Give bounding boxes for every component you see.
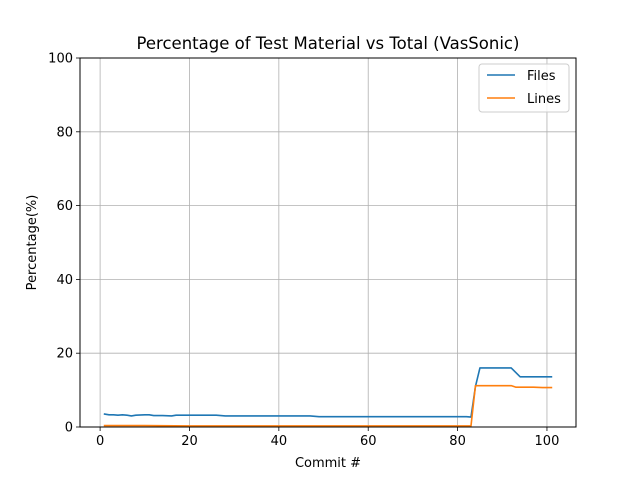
chart-title: Percentage of Test Material vs Total (Va… — [137, 34, 520, 53]
x-tick-label: 0 — [96, 434, 104, 449]
x-tick-label: 80 — [449, 434, 466, 449]
y-tick-label: 100 — [48, 52, 73, 67]
x-tick-label: 100 — [535, 434, 560, 449]
y-tick-label: 0 — [65, 421, 73, 436]
x-axis: 0 20 40 60 80 100 — [96, 427, 559, 449]
series-line-files — [103, 367, 553, 418]
y-axis: 0 20 40 60 80 100 — [48, 52, 80, 436]
y-axis-label: Percentage(%) — [25, 195, 40, 291]
legend-label-files: Files — [527, 69, 556, 84]
x-axis-label: Commit # — [295, 456, 361, 471]
y-tick-label: 80 — [56, 125, 73, 140]
x-tick-label: 60 — [360, 434, 377, 449]
x-tick-label: 20 — [181, 434, 198, 449]
x-tick-label: 40 — [271, 434, 288, 449]
legend-frame — [478, 63, 570, 113]
y-tick-label: 40 — [56, 273, 73, 288]
grid — [80, 57, 576, 428]
plot-area — [103, 367, 553, 427]
y-tick-label: 60 — [56, 199, 73, 214]
legend-label-lines: Lines — [527, 92, 561, 107]
legend: Files Lines — [478, 63, 570, 113]
axes-frame — [79, 57, 577, 428]
y-tick-label: 20 — [56, 347, 73, 362]
series-line-lines — [103, 384, 553, 427]
